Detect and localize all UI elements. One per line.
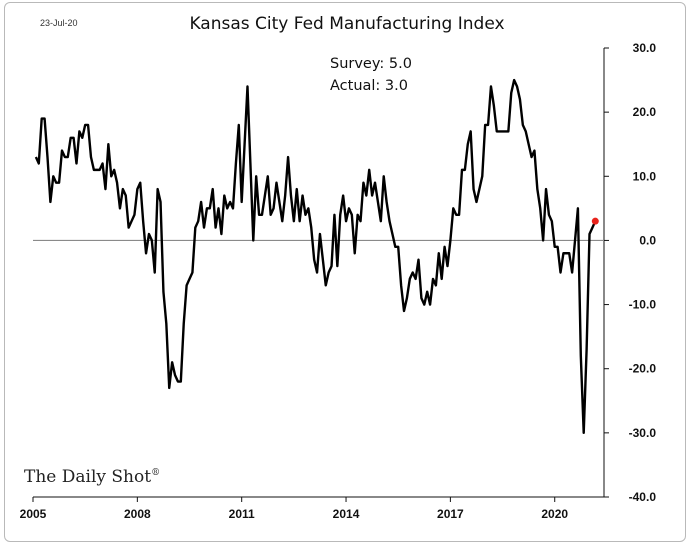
y-tick-label: -20.0 bbox=[629, 362, 657, 376]
actual-annotation: Actual: 3.0 bbox=[330, 78, 408, 94]
date-stamp: 23-Jul-20 bbox=[40, 18, 78, 28]
series-layer bbox=[34, 78, 599, 435]
y-axis-ticks: 30.0 20.0 10.0 0.0 -10.0 -20.0 -30.0 -40.0 bbox=[604, 41, 656, 504]
x-tick-label: 2011 bbox=[229, 507, 255, 521]
index-series-line bbox=[34, 78, 597, 435]
x-axis-ticks: 2005 2008 2011 2014 2017 2020 bbox=[20, 497, 568, 521]
latest-value-marker bbox=[591, 217, 599, 225]
source-logo-text: The Daily Shot bbox=[24, 467, 151, 487]
chart-title: Kansas City Fed Manufacturing Index bbox=[189, 14, 504, 34]
x-tick-label: 2008 bbox=[124, 507, 151, 521]
x-tick-label: 2014 bbox=[333, 507, 360, 521]
source-logo: The Daily Shot® bbox=[24, 467, 160, 487]
x-tick-label: 2005 bbox=[20, 507, 47, 521]
y-tick-label: -10.0 bbox=[629, 298, 657, 312]
y-tick-label: 10.0 bbox=[633, 169, 657, 183]
registered-mark: ® bbox=[151, 468, 160, 478]
y-tick-label: 30.0 bbox=[633, 41, 657, 55]
y-tick-label: 20.0 bbox=[633, 105, 657, 119]
x-tick-label: 2020 bbox=[541, 507, 568, 521]
y-tick-label: -40.0 bbox=[629, 490, 657, 504]
y-tick-label: 0.0 bbox=[639, 233, 656, 247]
x-tick-label: 2017 bbox=[437, 507, 464, 521]
y-tick-label: -30.0 bbox=[629, 426, 657, 440]
survey-annotation: Survey: 5.0 bbox=[330, 56, 412, 72]
